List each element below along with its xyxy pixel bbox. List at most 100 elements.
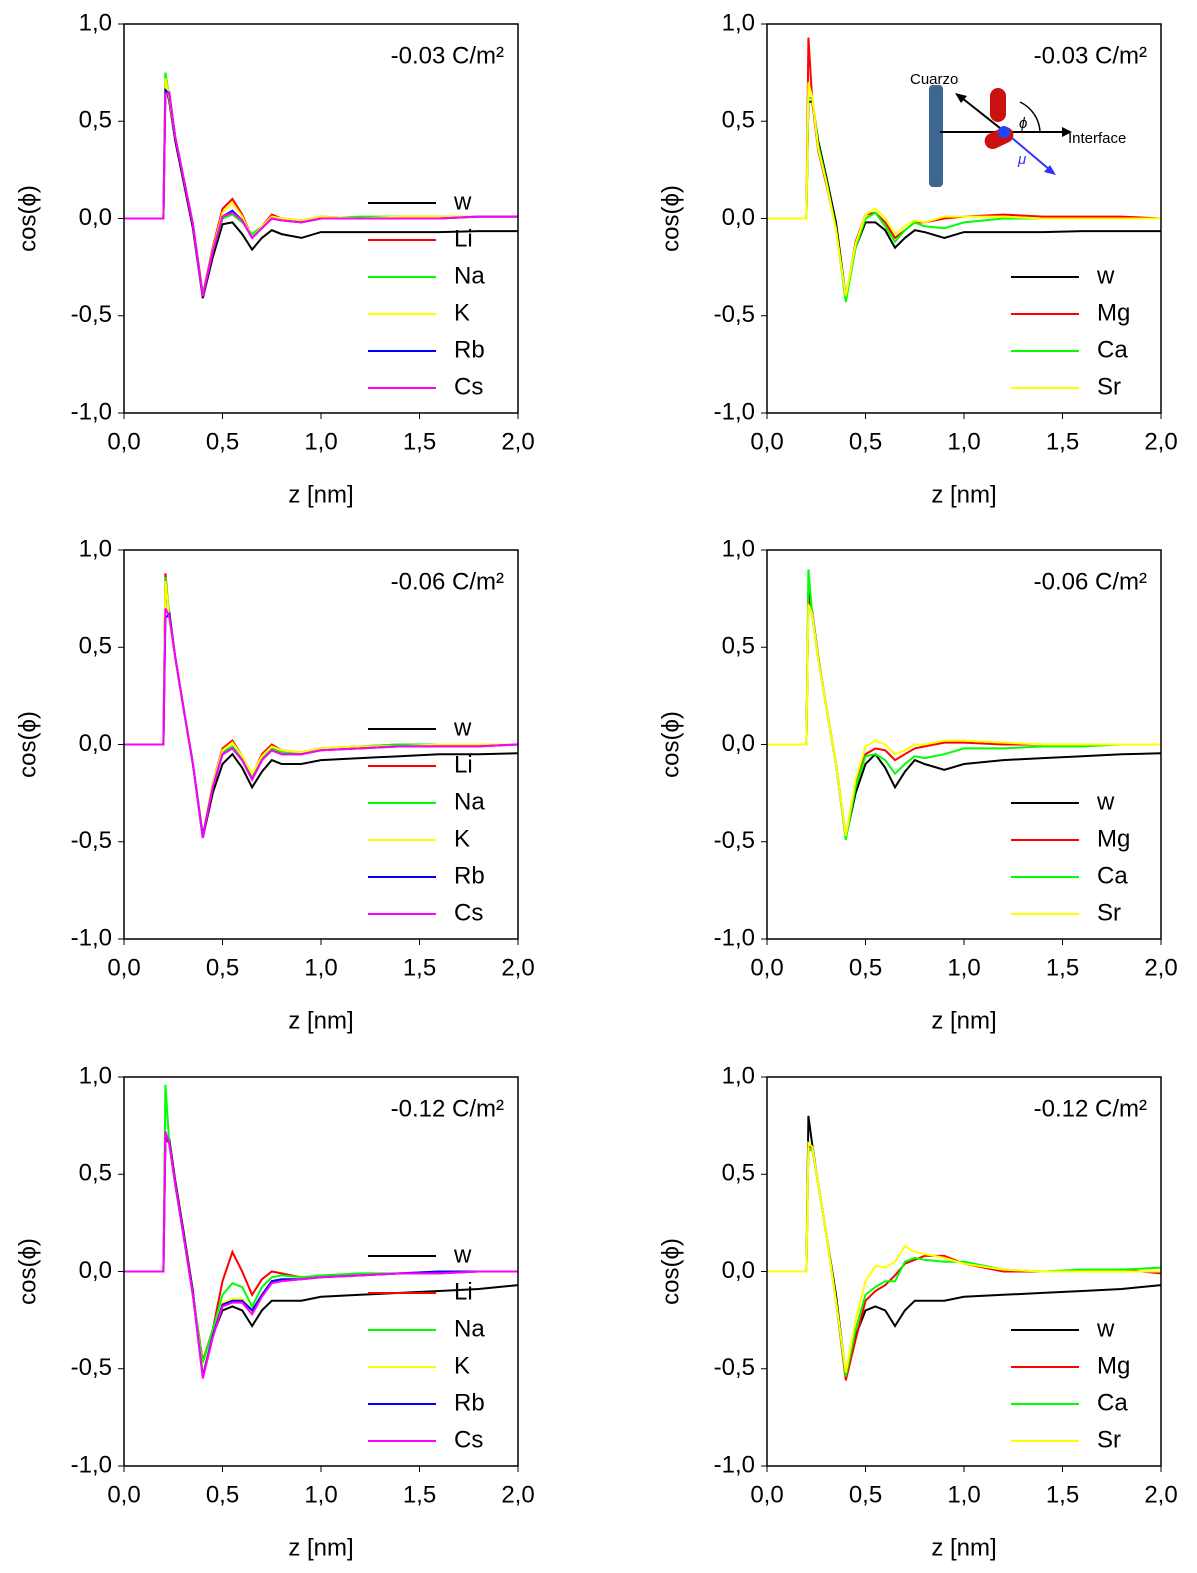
panel: 0,0 0,5 1,0 1,5 2,0 -1,0 -0,5 0,0 0,5 1,0 z [nm] co… xyxy=(657,535,1177,1034)
x-tick-label: 0,5 xyxy=(206,1481,239,1508)
x-tick-label: 1,0 xyxy=(947,428,980,455)
legend-label: Cs xyxy=(454,899,483,926)
inset-label: Cuarzo xyxy=(910,71,958,88)
x-axis-label: z [nm] xyxy=(288,1007,353,1034)
y-tick-label: -0,5 xyxy=(714,827,755,854)
annotation: -0.06 C/m² xyxy=(391,568,504,595)
inset-label: Interface xyxy=(1068,130,1126,147)
legend-label: w xyxy=(1096,1315,1115,1342)
x-tick-label: 1,0 xyxy=(947,1481,980,1508)
y-tick-label: 0,0 xyxy=(79,730,112,757)
x-axis-label: z [nm] xyxy=(931,1007,996,1034)
panel: 0,0 0,5 1,0 1,5 2,0 -1,0 -0,5 0,0 0,5 1,0 z [nm] co… xyxy=(14,535,534,1034)
y-axis-label: cos(ϕ) xyxy=(14,711,41,778)
x-tick-label: 0,0 xyxy=(107,428,140,455)
inset-label: ϕ xyxy=(1019,115,1027,132)
angle-arc xyxy=(1019,101,1041,133)
legend-label: Ca xyxy=(1097,1389,1128,1416)
panel: 0,0 0,5 1,0 1,5 2,0 -1,0 -0,5 0,0 0,5 1,0 z [nm] co… xyxy=(14,9,534,508)
x-tick-label: 1,5 xyxy=(1046,1481,1079,1508)
y-tick-label: 0,0 xyxy=(79,1257,112,1284)
legend-label: K xyxy=(454,1352,470,1379)
series-line xyxy=(124,1131,518,1379)
y-tick-label: -0,5 xyxy=(714,301,755,328)
legend-label: Li xyxy=(454,751,473,778)
legend-label: Sr xyxy=(1097,899,1121,926)
x-tick-label: 0,0 xyxy=(107,954,140,981)
legend-label: w xyxy=(1096,788,1115,815)
legend-label: Sr xyxy=(1097,1426,1121,1453)
x-tick-label: 1,5 xyxy=(1046,428,1079,455)
x-tick-label: 2,0 xyxy=(501,428,534,455)
x-tick-label: 2,0 xyxy=(501,1481,534,1508)
y-tick-label: -1,0 xyxy=(714,924,755,951)
legend-label: w xyxy=(1096,262,1115,289)
x-tick-label: 1,0 xyxy=(947,954,980,981)
legend-label: Cs xyxy=(454,373,483,400)
y-tick-label: -0,5 xyxy=(714,1354,755,1381)
y-tick-label: 0,0 xyxy=(722,730,755,757)
y-tick-label: 1,0 xyxy=(722,535,755,562)
legend-label: Na xyxy=(454,262,485,289)
legend-label: w xyxy=(453,1241,472,1268)
legend-label: Rb xyxy=(454,336,485,363)
x-tick-label: 0,0 xyxy=(750,428,783,455)
legend-label: Li xyxy=(454,225,473,252)
series-line xyxy=(124,90,518,297)
annotation: -0.03 C/m² xyxy=(391,42,504,69)
molecule-center xyxy=(998,126,1010,138)
legend-label: Rb xyxy=(454,1389,485,1416)
y-tick-label: 0,0 xyxy=(722,204,755,231)
x-tick-label: 0,5 xyxy=(849,428,882,455)
x-tick-label: 1,5 xyxy=(403,1481,436,1508)
annotation: -0.06 C/m² xyxy=(1034,568,1147,595)
y-tick-label: -0,5 xyxy=(71,301,112,328)
y-tick-label: -1,0 xyxy=(71,924,112,951)
y-tick-label: 1,0 xyxy=(79,9,112,36)
y-tick-label: 0,0 xyxy=(79,204,112,231)
y-tick-label: -0,5 xyxy=(71,827,112,854)
legend-label: Sr xyxy=(1097,373,1121,400)
x-axis-label: z [nm] xyxy=(288,1534,353,1561)
annotation: -0.03 C/m² xyxy=(1034,42,1147,69)
legend-label: w xyxy=(453,714,472,741)
y-tick-label: 0,5 xyxy=(79,633,112,660)
x-tick-label: 1,0 xyxy=(304,428,337,455)
legend-label: Mg xyxy=(1097,825,1130,852)
x-tick-label: 1,0 xyxy=(304,1481,337,1508)
legend-label: Na xyxy=(454,1315,485,1342)
legend-label: K xyxy=(454,825,470,852)
y-axis-label: cos(ϕ) xyxy=(657,711,684,778)
series-line xyxy=(767,37,1162,299)
x-tick-label: 1,5 xyxy=(1046,954,1079,981)
legend-label: Cs xyxy=(454,1426,483,1453)
panel: 0,0 0,5 1,0 1,5 2,0 -1,0 -0,5 0,0 0,5 1,0 z [nm] co… xyxy=(657,9,1177,508)
legend-label: K xyxy=(454,299,470,326)
x-tick-label: 1,0 xyxy=(304,954,337,981)
y-tick-label: 0,5 xyxy=(722,107,755,134)
panel: 0,0 0,5 1,0 1,5 2,0 -1,0 -0,5 0,0 0,5 1,0 z [nm] co… xyxy=(657,1062,1177,1561)
inset-label: μ xyxy=(1017,151,1026,168)
y-tick-label: -1,0 xyxy=(714,1451,755,1478)
molecule xyxy=(990,88,1006,122)
x-tick-label: 1,5 xyxy=(403,428,436,455)
legend-label: w xyxy=(453,188,472,215)
y-tick-label: 0,5 xyxy=(79,1160,112,1187)
annotation: -0.12 C/m² xyxy=(391,1095,504,1122)
x-axis-label: z [nm] xyxy=(931,481,996,508)
y-axis-label: cos(ϕ) xyxy=(14,1238,41,1305)
legend-label: Ca xyxy=(1097,862,1128,889)
legend-label: Li xyxy=(454,1278,473,1305)
panel: 0,0 0,5 1,0 1,5 2,0 -1,0 -0,5 0,0 0,5 1,0 z [nm] co… xyxy=(14,1062,534,1561)
x-tick-label: 0,5 xyxy=(849,954,882,981)
normal-arrow xyxy=(961,97,1006,133)
legend-label: Rb xyxy=(454,862,485,889)
y-tick-label: 1,0 xyxy=(79,535,112,562)
y-tick-label: 0,5 xyxy=(722,1160,755,1187)
y-tick-label: -0,5 xyxy=(71,1354,112,1381)
x-tick-label: 0,0 xyxy=(750,1481,783,1508)
y-tick-label: -1,0 xyxy=(71,1451,112,1478)
legend-label: Na xyxy=(454,788,485,815)
x-tick-label: 0,0 xyxy=(750,954,783,981)
